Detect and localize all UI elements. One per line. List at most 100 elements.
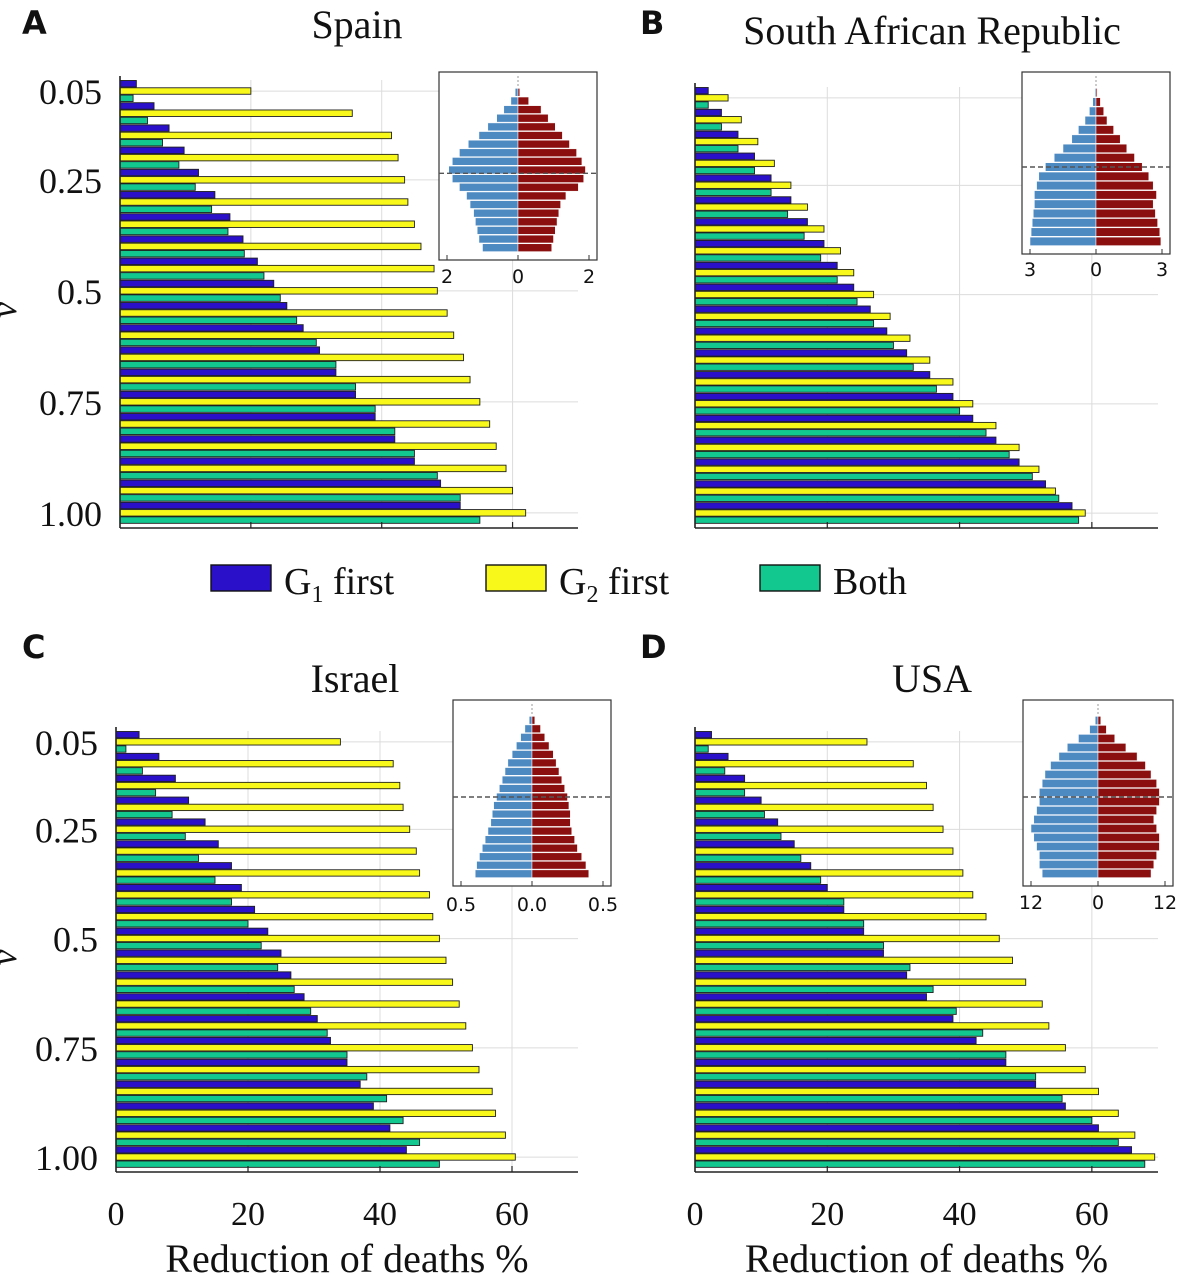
bar-g2-first xyxy=(694,1131,1136,1139)
bar-g1-first xyxy=(694,840,795,848)
pyramid-bar-left xyxy=(510,96,519,106)
pyramid-bar-left xyxy=(473,208,519,218)
bar-g2-first xyxy=(694,760,914,768)
pyramid-bar-left xyxy=(520,733,533,742)
pyramid-bar-left xyxy=(1031,218,1097,228)
x-tick-label: 0 xyxy=(108,1196,125,1233)
legend-label: G1 first xyxy=(284,561,395,608)
pyramid-bar-right xyxy=(531,733,546,742)
bar-g2-first xyxy=(115,978,454,986)
bar-both xyxy=(115,1116,404,1125)
bar-g1-first xyxy=(119,302,288,310)
bar-g2-first xyxy=(115,1000,460,1008)
legend-item: Both xyxy=(759,561,907,603)
bar-g1-first xyxy=(115,884,242,892)
inset-pyramid: 12 0 12 xyxy=(1019,699,1177,914)
bar-g1-first xyxy=(119,213,231,221)
bar-g2-first xyxy=(115,1022,467,1030)
pyramid-bar-left xyxy=(496,114,519,123)
bar-both xyxy=(694,1138,1119,1146)
bar-g1-first xyxy=(115,818,206,826)
pyramid-bar-left xyxy=(514,88,519,97)
bar-g1-first xyxy=(115,862,232,870)
bar-g2-first xyxy=(694,1044,1066,1052)
bar-g2-first xyxy=(694,159,775,168)
y-tick-label: 1.00 xyxy=(35,1138,98,1178)
bar-g2-first xyxy=(694,803,934,812)
x-tick-label: 60 xyxy=(1075,1196,1109,1233)
x-axis-label: Reduction of deaths % xyxy=(745,1236,1108,1280)
bar-g2-first xyxy=(694,443,1020,452)
bar-g2-first xyxy=(119,242,422,251)
bar-g2-first xyxy=(119,131,392,140)
pyramid-bar-right xyxy=(531,801,570,810)
y-axis-label: ν xyxy=(0,949,24,965)
pyramid-bar-right xyxy=(531,869,590,878)
bar-g2-first xyxy=(694,825,944,833)
bar-both xyxy=(694,1160,1146,1168)
bar-both xyxy=(115,942,262,950)
bar-both xyxy=(119,94,134,102)
bar-g1-first xyxy=(119,368,337,377)
bar-g1-first xyxy=(694,1146,1132,1154)
pyramid-bar-right xyxy=(1097,743,1127,752)
pyramid-bar-left xyxy=(1078,125,1097,135)
bar-g1-first xyxy=(115,1058,348,1067)
bar-g1-first xyxy=(694,502,1073,510)
pyramid-bar-left xyxy=(468,139,519,149)
bar-g2-first xyxy=(694,225,825,233)
pyramid-bar-left xyxy=(491,809,533,819)
bar-both xyxy=(119,516,481,524)
pyramid-bar-left xyxy=(1036,842,1099,851)
inset-tick-label: 0.5 xyxy=(446,894,476,916)
pyramid-bar-left xyxy=(487,826,533,836)
pyramid-bar-right xyxy=(1095,125,1114,135)
bar-g2-first xyxy=(119,464,507,473)
pyramid-bar-right xyxy=(1097,806,1157,815)
pyramid-bar-right xyxy=(517,200,561,209)
bar-g1-first xyxy=(694,392,954,401)
pyramid-bar-right xyxy=(1097,842,1160,851)
bar-both xyxy=(694,767,726,775)
pyramid-bar-right xyxy=(1097,761,1146,770)
bar-g1-first xyxy=(119,102,155,110)
pyramid-bar-right xyxy=(1097,824,1157,833)
pyramid-bar-left xyxy=(1039,788,1099,797)
pyramid-bar-right xyxy=(1095,153,1135,163)
pyramid-bar-left xyxy=(482,844,533,853)
bar-both xyxy=(694,898,845,906)
bar-g1-first xyxy=(694,239,825,248)
bar-both xyxy=(119,183,196,191)
bar-both xyxy=(694,276,838,284)
panel-title: Israel xyxy=(311,656,400,701)
bar-both xyxy=(119,427,396,435)
pyramid-bar-right xyxy=(517,234,554,244)
bar-both xyxy=(694,298,858,306)
bar-both xyxy=(115,876,216,884)
bar-g1-first xyxy=(119,435,396,443)
bar-g2-first xyxy=(694,181,792,189)
bar-both xyxy=(119,361,337,369)
bar-both xyxy=(115,767,143,775)
bar-g2-first xyxy=(694,956,1013,964)
bar-both xyxy=(119,227,229,236)
bar-g2-first xyxy=(115,738,341,746)
bar-both xyxy=(119,139,163,147)
panel-title: USA xyxy=(892,656,972,701)
legend-label: Both xyxy=(833,561,907,603)
pyramid-bar-right xyxy=(531,844,578,853)
pyramid-bar-left xyxy=(1089,106,1097,116)
bar-g2-first xyxy=(115,1131,506,1139)
bar-both xyxy=(694,810,765,819)
pyramid-bar-right xyxy=(531,826,573,836)
pyramid-bar-left xyxy=(1030,824,1099,833)
pyramid-bar-right xyxy=(531,767,560,776)
pyramid-bar-right xyxy=(531,724,541,733)
pyramid-bar-left xyxy=(1029,236,1097,246)
bar-both xyxy=(694,985,934,993)
pyramid-bar-left xyxy=(478,234,519,244)
bar-g1-first xyxy=(119,413,376,421)
bar-g1-first xyxy=(694,108,722,117)
bar-both xyxy=(694,494,1060,502)
